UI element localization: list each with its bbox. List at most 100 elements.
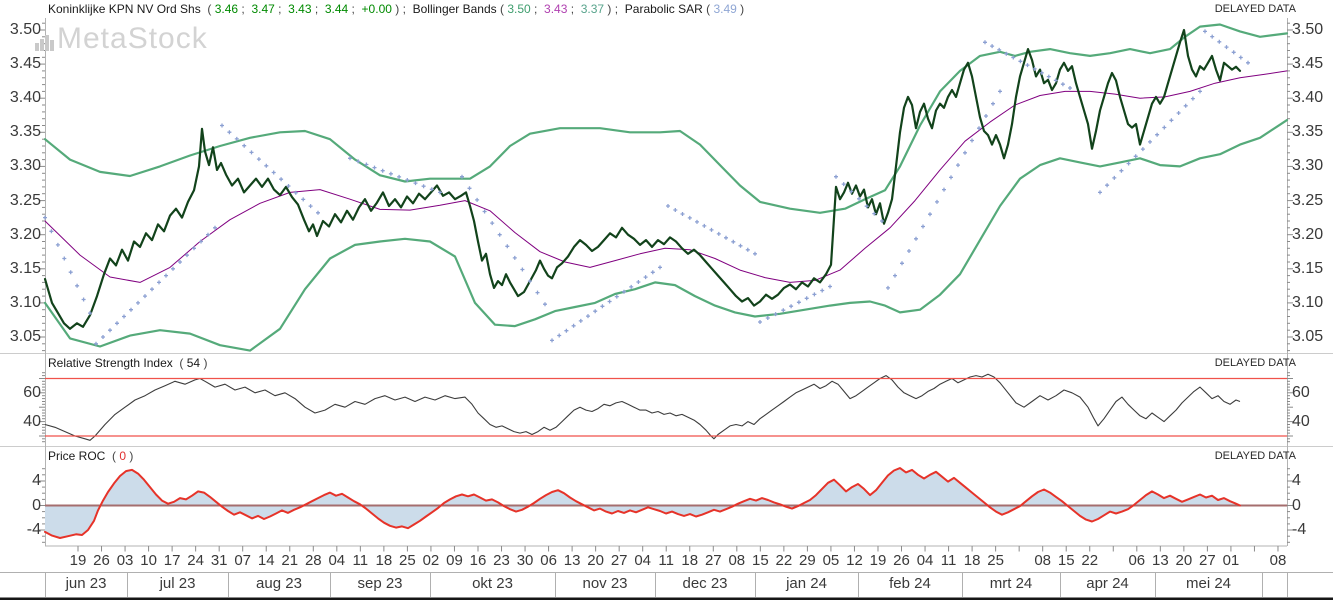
punctuation: ( <box>200 2 215 16</box>
y-axis-label-left: 60 <box>23 383 41 401</box>
bollinger-value: 3.50 <box>507 2 531 16</box>
roc-fill <box>45 468 1240 538</box>
week-label: 08 <box>1269 552 1287 569</box>
quote-value: +0.00 <box>361 2 392 16</box>
week-label: 28 <box>304 552 322 569</box>
y-axis-label-right: 3.25 <box>1292 191 1324 209</box>
punctuation: ; <box>348 2 362 16</box>
week-label: 22 <box>775 552 793 569</box>
rsi-param-close: ) <box>200 356 208 370</box>
y-axis-label-right: 3.05 <box>1292 327 1324 345</box>
metastock-watermark: MetaStock <box>34 24 208 54</box>
month-label: sep 23 <box>357 575 403 592</box>
price-panel-header: Koninklijke KPN NV Ord Shs ( 3.46 ; 3.47… <box>48 2 744 16</box>
week-label: 26 <box>93 552 110 569</box>
y-axis-label-left: 3.15 <box>9 259 41 277</box>
y-axis-label-right: 4 <box>1292 471 1301 489</box>
y-axis-label-left: -4 <box>26 521 41 539</box>
quote-value: 3.44 <box>324 2 349 16</box>
week-label: 23 <box>493 552 510 569</box>
week-label: 19 <box>69 552 87 569</box>
month-label: jan 24 <box>786 575 827 592</box>
week-label: 24 <box>187 552 204 569</box>
y-axis-label-left: 3.20 <box>9 225 41 243</box>
punctuation: ; <box>274 2 289 16</box>
parabolic-sar-dots <box>758 284 832 324</box>
week-label: 02 <box>422 552 440 569</box>
month-label: feb 24 <box>889 575 931 592</box>
bollinger-value: 3.37 <box>580 2 605 16</box>
week-label: 13 <box>563 552 581 569</box>
week-label: 03 <box>116 552 134 569</box>
week-label: 04 <box>328 552 346 569</box>
month-label: jul 23 <box>159 575 196 592</box>
punctuation: ; <box>567 2 581 16</box>
y-axis-label-right: 0 <box>1292 496 1301 514</box>
punctuation: ( <box>499 2 508 16</box>
week-label: 04 <box>634 552 652 569</box>
roc-param-open: ( <box>105 449 120 463</box>
bollinger-upper-line <box>43 23 1289 214</box>
y-axis-label-left: 40 <box>23 412 41 430</box>
y-axis-label-right: 3.40 <box>1292 89 1324 107</box>
symbol-title: Koninklijke KPN NV Ord Shs <box>48 2 201 16</box>
parabolic-sar-dots <box>1098 89 1202 195</box>
rsi-param-value: 54 <box>186 356 201 370</box>
y-axis-label-left: 4 <box>32 471 41 489</box>
week-label: 25 <box>987 552 1004 569</box>
delayed-data-label-rsi: DELAYED DATA <box>1214 357 1296 369</box>
month-label: aug 23 <box>256 575 302 592</box>
week-label: 09 <box>446 552 463 569</box>
price-line <box>43 28 1242 330</box>
bollinger-lower-line <box>43 119 1289 352</box>
week-label: 11 <box>658 552 675 569</box>
parabolic-sar-dots <box>550 265 662 343</box>
week-label: 07 <box>234 552 252 569</box>
punctuation: ) <box>736 2 745 16</box>
punctuation: ( <box>706 2 714 16</box>
week-label: 17 <box>163 552 181 569</box>
parabolic-sar-dots <box>348 156 442 195</box>
punctuation: ; <box>238 2 252 16</box>
sar-label: Parabolic SAR <box>624 2 707 16</box>
punctuation: ; <box>311 2 325 16</box>
week-label: 13 <box>1151 552 1169 569</box>
month-label: mrt 24 <box>989 575 1033 592</box>
y-axis-label-right: 3.50 <box>1292 21 1324 38</box>
roc-title: Price ROC <box>48 449 106 463</box>
week-label: 06 <box>540 552 557 569</box>
week-label: 15 <box>1057 552 1075 569</box>
y-axis-label-right: 3.35 <box>1292 123 1324 141</box>
parabolic-sar-dots <box>666 204 757 256</box>
parabolic-sar-dots <box>43 215 92 316</box>
week-label: 27 <box>1199 552 1216 569</box>
y-axis-label-right: 3.45 <box>1292 55 1324 73</box>
week-label: 08 <box>1034 552 1052 569</box>
rsi-panel-header: Relative Strength Index ( 54 ) <box>48 356 207 370</box>
week-label: 21 <box>281 552 299 569</box>
week-label: 10 <box>140 552 157 569</box>
y-axis-label-left: 3.50 <box>9 21 41 38</box>
week-label: 12 <box>846 552 863 569</box>
y-axis-label-right: 40 <box>1292 412 1310 430</box>
sar-value: 3.49 <box>713 2 737 16</box>
week-label: 29 <box>799 552 816 569</box>
y-axis-label-right: 3.15 <box>1292 259 1324 277</box>
week-label: 15 <box>751 552 769 569</box>
month-label: okt 23 <box>472 575 513 592</box>
y-axis-label-right: 3.20 <box>1292 225 1324 243</box>
quote-value: 3.43 <box>288 2 312 16</box>
rsi-title: Relative Strength Index <box>48 356 173 370</box>
month-label: mei 24 <box>1185 575 1232 592</box>
y-axis-label-left: 3.35 <box>9 123 41 141</box>
punctuation: ) ; <box>604 2 625 16</box>
month-label: nov 23 <box>582 575 628 592</box>
week-label: 16 <box>469 552 487 569</box>
week-label: 04 <box>916 552 934 569</box>
week-label: 06 <box>1128 552 1146 569</box>
y-axis-label-left: 3.40 <box>9 89 41 107</box>
y-axis-label-left: 3.45 <box>9 55 41 73</box>
quote-value: 3.46 <box>214 2 239 16</box>
parabolic-sar-dots <box>94 225 217 346</box>
